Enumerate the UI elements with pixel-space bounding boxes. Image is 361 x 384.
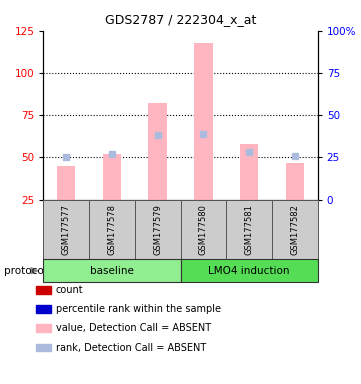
Text: GSM177578: GSM177578 [108, 204, 116, 255]
Text: GSM177582: GSM177582 [290, 204, 299, 255]
Bar [148, 103, 167, 242]
Bar [286, 162, 304, 242]
Text: percentile rank within the sample: percentile rank within the sample [56, 304, 221, 314]
Text: GSM177580: GSM177580 [199, 204, 208, 255]
Bar [103, 154, 121, 242]
Text: protocol: protocol [4, 266, 46, 276]
Text: baseline: baseline [90, 266, 134, 276]
Text: GSM177577: GSM177577 [62, 204, 71, 255]
Bar [194, 43, 213, 242]
Bar [240, 144, 258, 242]
Text: GDS2787 / 222304_x_at: GDS2787 / 222304_x_at [105, 13, 256, 26]
Text: GSM177581: GSM177581 [245, 204, 253, 255]
Text: GSM177579: GSM177579 [153, 204, 162, 255]
Text: value, Detection Call = ABSENT: value, Detection Call = ABSENT [56, 323, 211, 333]
Bar [57, 166, 75, 242]
Text: LMO4 induction: LMO4 induction [208, 266, 290, 276]
Text: rank, Detection Call = ABSENT: rank, Detection Call = ABSENT [56, 343, 206, 353]
Text: count: count [56, 285, 84, 295]
